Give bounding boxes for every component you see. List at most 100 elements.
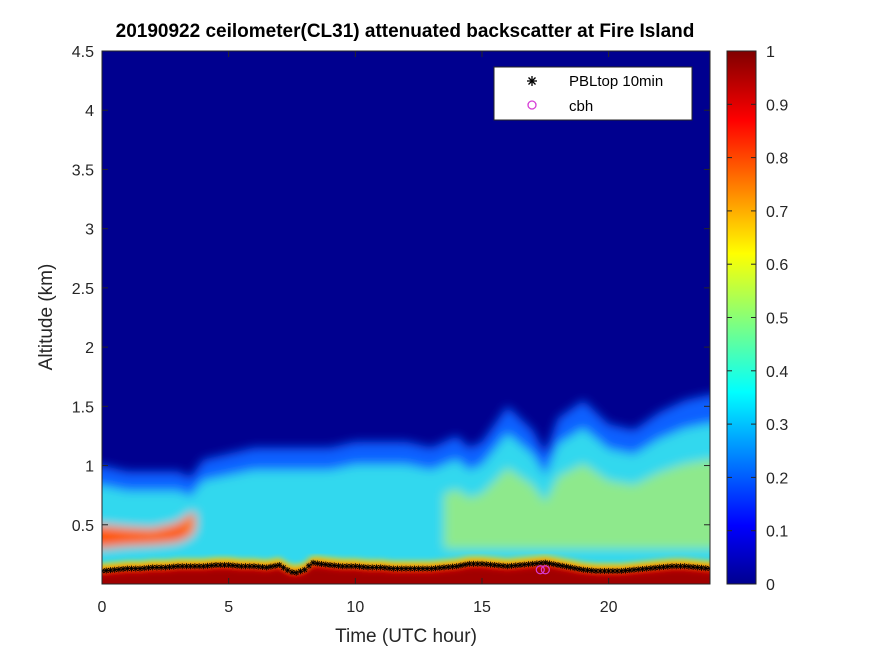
pbltop-point — [428, 565, 435, 572]
pbltop-point — [234, 562, 241, 569]
pbltop-point — [567, 564, 574, 571]
y-tick-label: 4 — [85, 103, 94, 120]
cbh-point — [540, 565, 550, 575]
legend-pbltop-marker — [527, 76, 537, 86]
pbltop-point — [571, 565, 578, 572]
plot-area: 0 5 10 15 20 0.5 1 1.5 2 2.5 3 3.5 4 4.5 — [72, 44, 711, 616]
pbltop-point — [457, 562, 464, 569]
x-tick-label: 10 — [346, 599, 364, 616]
pbltop-point — [563, 563, 570, 570]
pbltop-point — [179, 563, 186, 570]
cbh-point — [535, 565, 545, 575]
pbltop-point — [702, 565, 709, 572]
colorbar-tick-label: 0.5 — [766, 311, 788, 328]
pbltop-point — [626, 567, 633, 574]
pbltop-point — [305, 562, 312, 569]
pbltop-point — [504, 563, 511, 570]
mixed-layer-core — [444, 459, 710, 549]
pbltop-point — [310, 559, 317, 566]
pbltop-point — [559, 562, 566, 569]
pbltop-point — [158, 564, 165, 571]
pbltop-point — [365, 564, 371, 571]
pbltop-point — [301, 566, 308, 573]
y-tick-label: 3.5 — [72, 162, 94, 179]
pbltop-point — [132, 565, 139, 572]
pbltop-point — [588, 567, 595, 574]
x-tick-label: 0 — [98, 599, 107, 616]
y-tick-label: 1 — [85, 459, 94, 476]
pbltop-point — [453, 563, 460, 570]
pbltop-point — [593, 567, 599, 574]
y-tick-label: 2 — [85, 340, 94, 357]
legend-pbltop-label: PBLtop 10min — [569, 73, 663, 90]
plot-frame — [101, 50, 711, 585]
pbltop-point — [660, 564, 667, 571]
pbltop-point — [635, 566, 642, 573]
pbltop-point — [280, 564, 287, 571]
colorbar-tick-label: 0.4 — [766, 364, 788, 381]
colorbar: 0 0.1 0.2 0.3 0.4 0.5 0.6 0.7 0.8 0.9 1 — [726, 44, 788, 594]
colorbar-tick-label: 0.3 — [766, 417, 788, 434]
y-tick-label: 3 — [85, 222, 94, 239]
surface-layer-core — [102, 566, 710, 584]
pbltop-point — [555, 562, 561, 569]
pbltop-point — [576, 565, 583, 572]
y-tick-label: 4.5 — [72, 44, 94, 61]
pbltop-point — [618, 567, 625, 574]
pbltop-point — [601, 567, 608, 574]
x-tick-label: 20 — [600, 599, 618, 616]
pbltop-point — [394, 565, 401, 572]
pbltop-point — [339, 563, 346, 570]
pbltop-point — [698, 564, 705, 571]
pbltop-point — [111, 566, 118, 573]
legend-cbh-marker — [527, 100, 537, 110]
pbltop-point — [533, 560, 540, 567]
colorbar-tick-label: 0 — [766, 577, 775, 594]
pbltop-point — [462, 561, 469, 568]
pbltop-point — [267, 563, 274, 570]
y-axis-ticks: 0.5 1 1.5 2 2.5 3 3.5 4 4.5 — [72, 44, 710, 535]
pbltop-point — [145, 564, 152, 571]
cbh-markers — [535, 565, 550, 575]
x-axis-ticks: 0 5 10 15 20 — [98, 51, 618, 616]
pbltop-point — [386, 565, 393, 572]
y-tick-label: 0.5 — [72, 518, 94, 535]
colorbar-tick-label: 0.1 — [766, 524, 788, 541]
x-tick-label: 5 — [224, 599, 233, 616]
colorbar-tick-label: 0.9 — [766, 97, 788, 114]
colorbar-ticks: 0 0.1 0.2 0.3 0.4 0.5 0.6 0.7 0.8 0.9 1 — [727, 44, 788, 594]
pbltop-point — [343, 563, 350, 570]
pbltop-point — [707, 565, 710, 572]
pbltop-point — [166, 564, 173, 571]
pbltop-point — [550, 561, 557, 568]
pbltop-point — [293, 569, 300, 576]
pbltop-point — [314, 560, 321, 567]
legend-cbh-label: cbh — [569, 98, 593, 115]
pbltop-point — [191, 563, 198, 570]
chart-title: 20190922 ceilometer(CL31) attenuated bac… — [116, 21, 695, 42]
pbltop-point — [276, 562, 283, 569]
colorbar-tick-label: 1 — [766, 44, 775, 61]
legend: PBLtop 10min cbh — [493, 66, 693, 121]
x-tick-label: 15 — [473, 599, 491, 616]
colorbar-tick-label: 0.6 — [766, 257, 788, 274]
pbltop-point — [200, 563, 207, 570]
y-axis-label: Altitude (km) — [36, 264, 57, 371]
legend-box — [493, 66, 693, 121]
pbltop-point — [546, 560, 553, 567]
pbltop-point — [297, 568, 304, 575]
pbltop-point — [322, 561, 329, 568]
pbltop-point — [318, 561, 325, 568]
pbltop-point — [120, 565, 127, 572]
pbltop-point — [272, 562, 279, 569]
pbltop-point — [373, 564, 380, 571]
colorbar-tick-label: 0.8 — [766, 151, 788, 168]
pbltop-point — [221, 562, 228, 569]
pbltop-point — [424, 565, 431, 572]
pbltop-point — [229, 562, 236, 569]
x-axis-label: Time (UTC hour) — [335, 626, 477, 647]
y-tick-label: 1.5 — [72, 399, 94, 416]
pbltop-point — [331, 562, 338, 569]
pbltop-point — [289, 569, 295, 576]
